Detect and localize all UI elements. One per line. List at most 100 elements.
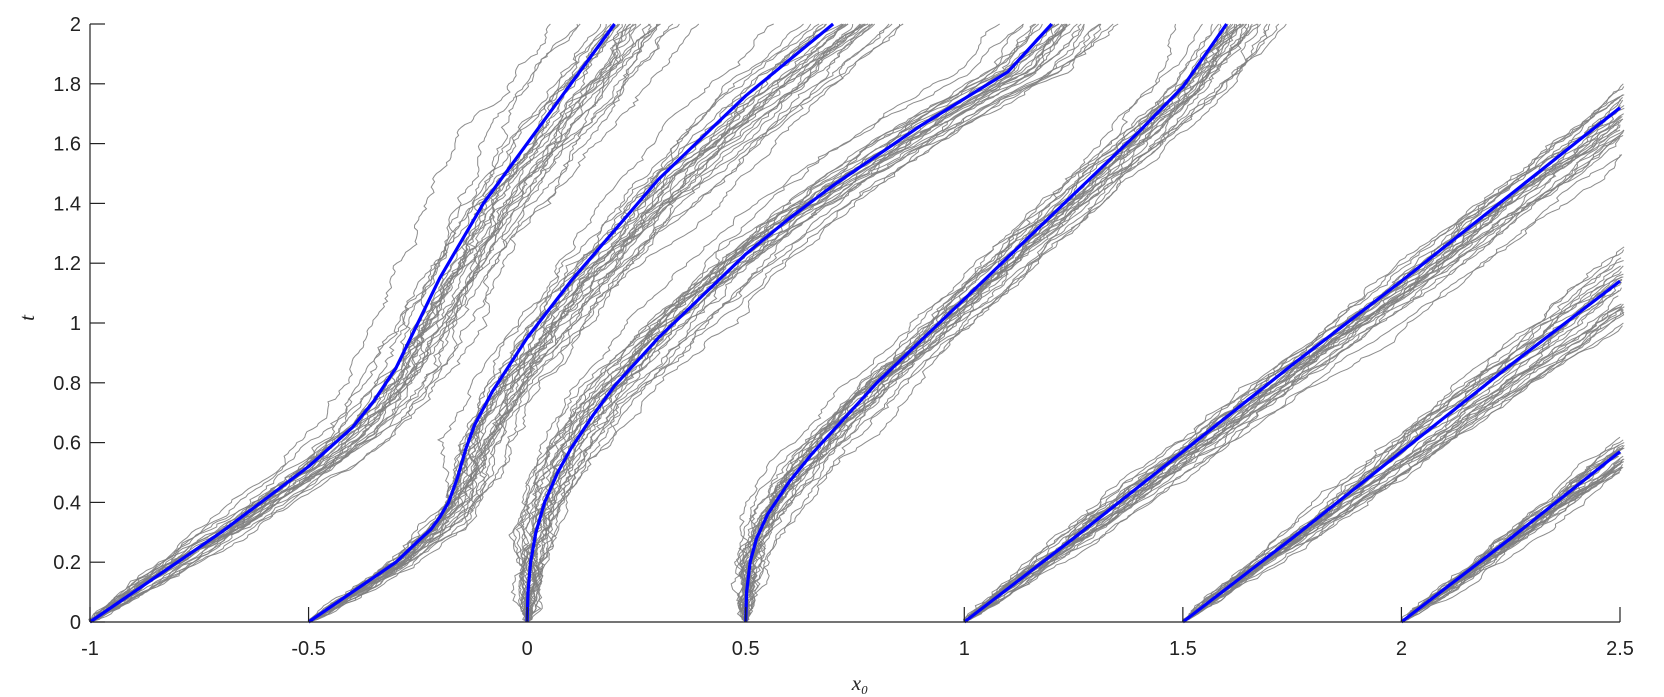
stochastic-path-group — [962, 83, 1625, 623]
stochastic-path — [1400, 466, 1621, 623]
characteristic-line — [744, 23, 1228, 623]
stochastic-path — [89, 23, 652, 623]
stochastic-path — [523, 23, 1085, 623]
stochastic-path — [1182, 309, 1623, 623]
stochastic-path — [526, 23, 1068, 623]
stochastic-path — [308, 23, 844, 623]
stochastic-path — [89, 23, 642, 623]
stochastic-path — [520, 23, 1063, 623]
y-tick-label: 2 — [70, 14, 81, 36]
stochastic-path — [89, 23, 623, 623]
stochastic-path — [519, 23, 1059, 623]
stochastic-path — [1182, 322, 1624, 623]
y-tick-label: 0.2 — [53, 552, 81, 574]
stochastic-path-group — [508, 23, 1119, 623]
stochastic-path — [518, 23, 1060, 623]
stochastic-path — [89, 23, 621, 623]
stochastic-path — [964, 137, 1621, 623]
y-tick-label: 1.4 — [53, 193, 81, 215]
stochastic-path — [308, 23, 893, 623]
stochastic-path — [89, 23, 636, 623]
y-tick-label: 0.6 — [53, 433, 81, 455]
stochastic-path — [730, 23, 1253, 623]
stochastic-path — [1182, 303, 1624, 623]
stochastic-path — [745, 23, 1280, 623]
characteristic-line — [89, 23, 616, 624]
stochastic-path — [519, 23, 1114, 623]
stochastic-path — [745, 23, 1244, 623]
stochastic-path — [89, 23, 680, 623]
stochastic-path — [308, 23, 866, 623]
stochastic-path — [963, 129, 1621, 623]
stochastic-path-group — [308, 23, 904, 623]
characteristic-line — [307, 22, 835, 624]
stochastic-path — [89, 23, 602, 623]
x-tick-label: -1 — [81, 638, 99, 660]
stochastic-path — [89, 23, 630, 623]
stochastic-path — [1182, 279, 1623, 623]
stochastic-path — [1401, 439, 1624, 623]
stochastic-path — [89, 23, 658, 623]
stochastic-path — [89, 23, 607, 623]
axes: -1 -0.5 0 0.5 1 1.5 2 2.5 0 0.2 0.4 0.6 0.8 1 1.2 1.4 1.… — [53, 14, 1634, 660]
x-tick-label: 0 — [522, 638, 533, 660]
stochastic-path — [1182, 306, 1622, 623]
stochastic-path-group — [1400, 436, 1625, 623]
stochastic-path — [740, 23, 1261, 623]
x-tick-label: 2.5 — [1606, 638, 1634, 660]
stochastic-path — [738, 23, 1258, 623]
stochastic-path-group — [88, 23, 700, 623]
stochastic-path — [308, 23, 804, 623]
stochastic-path — [964, 154, 1623, 623]
stochastic-path — [744, 23, 1236, 623]
stochastic-path — [89, 23, 700, 623]
stochastic-path — [744, 23, 1259, 623]
stochastic-path — [524, 23, 1102, 623]
stochastic-path — [508, 23, 1043, 623]
stochastic-path — [308, 23, 843, 623]
stochastic-path — [526, 23, 1067, 623]
stochastic-path — [308, 23, 865, 623]
stochastic-path — [526, 23, 1040, 623]
y-tick-label: 1.6 — [53, 134, 81, 156]
y-tick-label: 1 — [70, 313, 81, 335]
stochastic-path — [515, 23, 1078, 623]
y-axis-label: t — [15, 314, 39, 321]
stochastic-path — [743, 23, 1241, 623]
stochastic-path — [88, 23, 551, 623]
x-tick-label: 2 — [1396, 638, 1407, 660]
stochastic-path — [964, 124, 1621, 623]
stochastic-path — [524, 23, 1037, 623]
stochastic-path — [308, 23, 876, 623]
stochastic-path — [523, 23, 1100, 623]
stochastic-path — [1401, 466, 1623, 623]
stochastic-path — [964, 154, 1621, 623]
stochastic-path — [526, 23, 1119, 623]
y-tick-label: 0.8 — [53, 373, 81, 395]
stochastic-path — [308, 23, 901, 623]
stochastic-path — [963, 99, 1622, 623]
stochastic-path — [308, 23, 873, 623]
y-tick-label: 1.8 — [53, 74, 81, 96]
stochastic-path-group — [730, 23, 1287, 623]
characteristic-line — [1181, 279, 1621, 624]
characteristic-line — [1400, 450, 1621, 624]
stochastic-path — [89, 23, 619, 623]
x-tick-label: 1.5 — [1169, 638, 1197, 660]
characteristic-line — [525, 22, 1053, 623]
stochastic-path — [524, 23, 1056, 623]
y-tick-label: 0 — [70, 612, 81, 634]
stochastic-path — [89, 23, 581, 623]
stochastic-path — [522, 23, 1071, 623]
stochastic-paths — [88, 23, 1625, 623]
stochastic-path — [89, 23, 579, 623]
stochastic-path — [963, 97, 1623, 623]
stochastic-path — [89, 23, 659, 623]
stochastic-path — [964, 121, 1620, 623]
stochastic-path — [308, 23, 861, 623]
stochastic-path — [89, 23, 661, 623]
stochastic-path — [745, 23, 1268, 623]
x-axis-label: x₀ — [851, 671, 869, 695]
stochastic-path — [734, 23, 1245, 623]
